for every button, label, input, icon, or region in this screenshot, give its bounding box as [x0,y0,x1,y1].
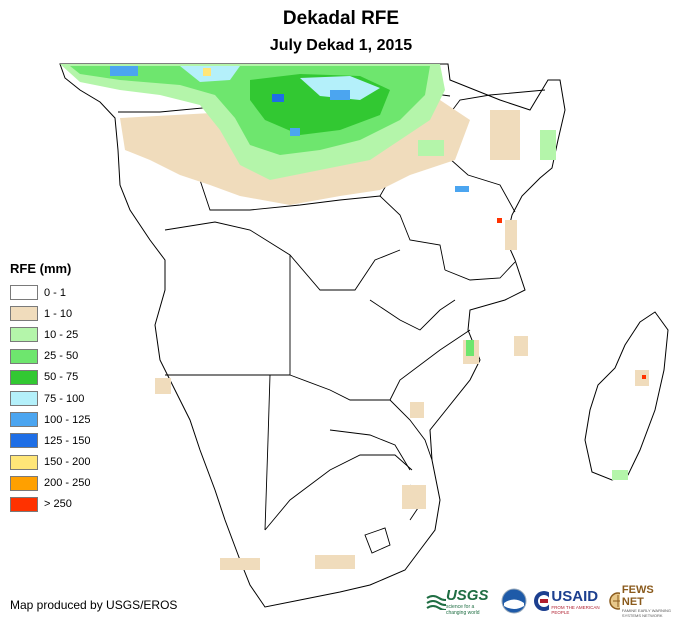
noaa-logo [501,588,527,614]
legend-label: 200 - 250 [44,477,91,490]
legend-label: 1 - 10 [44,307,73,320]
partner-logos: USGS science for a changing world USAID … [426,584,682,618]
legend-swatch [10,348,38,364]
legend-label: 150 - 200 [44,456,91,469]
usgs-logo: USGS science for a changing world [426,587,495,616]
legend-swatch [10,454,38,470]
legend-swatch [10,369,38,385]
legend-label: 10 - 25 [44,328,79,341]
fewsnet-logo: FEWS NET FAMINE EARLY WARNING SYSTEMS NE… [609,584,676,618]
legend-item: 25 - 50 [10,346,90,367]
legend-label: 100 - 125 [44,413,91,426]
legend-title: RFE (mm) [10,261,72,276]
legend-label: 25 - 50 [44,350,79,363]
rfe-125-150-areas [272,94,284,102]
map-credit: Map produced by USGS/EROS [10,598,178,612]
legend-swatch [10,306,38,322]
legend-item: 10 - 25 [10,324,90,345]
legend-item: 75 - 100 [10,388,90,409]
legend-swatch [10,496,38,512]
legend-items: 0 - 1 1 - 10 10 - 25 25 - 50 50 - 75 75 - 100… [10,282,90,515]
legend-label: 0 - 1 [44,286,67,299]
rfe-150-200-areas [203,68,211,76]
legend-swatch [10,327,38,343]
fewsnet-globe-icon [609,592,620,610]
legend-label: 75 - 100 [44,392,85,405]
legend-label: 50 - 75 [44,371,79,384]
legend-item: 100 - 125 [10,409,90,430]
legend-swatch [10,433,38,449]
usaid-seal-icon [533,591,550,611]
legend-item: 50 - 75 [10,367,90,388]
legend-item: 1 - 10 [10,303,90,324]
usaid-tagline: FROM THE AMERICAN PEOPLE [551,604,600,615]
madagascar [584,311,669,481]
noaa-seal-icon [501,588,527,614]
usgs-wordmark: USGS [445,586,489,604]
legend-item: 125 - 150 [10,430,90,451]
map-subtitle: July Dekad 1, 2015 [269,37,413,54]
legend-label: 125 - 150 [44,434,91,447]
usaid-logo: USAID FROM THE AMERICAN PEOPLE [533,588,604,615]
legend-swatch [10,391,38,407]
legend-item: 200 - 250 [10,473,90,494]
fewsnet-wordmark: FEWS NET [621,584,654,608]
usaid-wordmark: USAID [551,587,599,605]
africa-landmass [59,63,566,608]
legend-swatch [10,475,38,491]
usgs-wave-icon [426,595,446,610]
legend-label: > 250 [44,498,72,511]
rfe-gt-250-areas [497,218,646,379]
legend-swatch [10,412,38,428]
map-title: Dekadal RFE [282,8,400,29]
legend-swatch [10,285,38,301]
fewsnet-tagline: FAMINE EARLY WARNING SYSTEMS NETWORK [621,608,671,618]
legend: RFE (mm) 0 - 1 1 - 10 10 - 25 25 - 50 50 - 7… [10,261,90,515]
legend-item: 0 - 1 [10,282,90,303]
legend-item: > 250 [10,494,90,515]
usgs-tagline: science for a changing world [445,603,480,616]
legend-item: 150 - 200 [10,452,90,473]
rfe-100-125-areas [110,66,469,192]
